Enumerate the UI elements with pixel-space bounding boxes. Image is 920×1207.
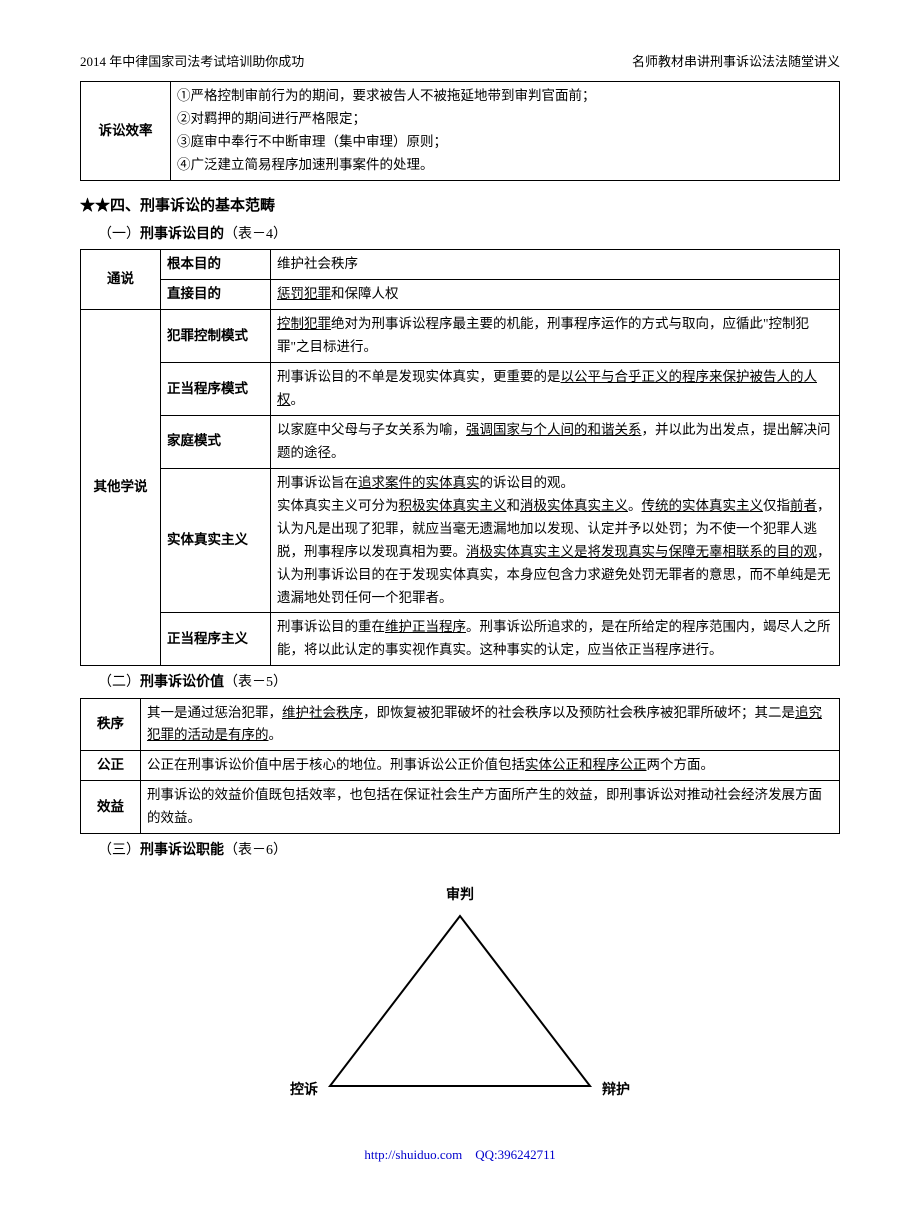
triangle-icon [310,911,610,1091]
triangle-right-label: 辩护 [602,1078,630,1103]
t5-r1-pre: 其一是通过惩治犯罪， [147,705,282,720]
t4-r2d-2u2: 消极实体真实主义 [520,498,628,513]
triangle-top-label: 审判 [446,883,474,908]
t4-r2c-col2: 家庭模式 [161,415,271,468]
t5-r2-content: 公正在刑事诉讼价值中居于核心的地位。刑事诉讼公正价值包括实体公正和程序公正两个方… [141,751,840,781]
top-line-3: ③庭审中奉行不中断审理（集中审理）原则； [177,131,833,154]
subtitle-1: （一）刑事诉讼目的（表－4） [98,222,840,247]
t4-r2d-1a: 刑事诉讼旨在 [277,475,358,490]
top-table: 诉讼效率 ①严格控制审前行为的期间，要求被告人不被拖延地带到审判官面前； ②对羁… [80,81,840,181]
subtitle-2: （二）刑事诉讼价值（表－5） [98,670,840,695]
sub3-suffix: （表－6） [224,843,287,858]
t4-r1b-mid: 和保障人权 [331,286,399,301]
t4-r2c-col3: 以家庭中父母与子女关系为喻，强调国家与个人间的和谐关系，并以此为出发点，提出解决… [271,415,840,468]
sub1-suffix: （表－4） [224,227,287,242]
page-header: 2014 年中律国家司法考试培训助你成功 名师教材串讲刑事诉讼法法随堂讲义 [80,50,840,73]
sub3-prefix: （三） [98,843,140,858]
t4-r2e-pre: 刑事诉讼目的重在 [277,619,385,634]
triangle-diagram: 审判 控诉 辩护 [310,883,610,1103]
triangle-left-label: 控诉 [290,1078,318,1103]
t5-r2-post: 两个方面。 [647,757,715,772]
t4-r2d-2u4: 前者 [790,498,817,513]
t4-r2d-line2: 实体真实主义可分为积极实体真实主义和消极实体真实主义。传统的实体真实主义仅指前者… [277,495,833,610]
page-footer: http://shuiduo.com QQ:396242711 [80,1143,840,1166]
t4-r2e-u1: 维护正当程序 [385,619,466,634]
top-line-2: ②对羁押的期间进行严格限定； [177,108,833,131]
t4-r2d-col3: 刑事诉讼旨在追求案件的实体真实的诉讼目的观。 实体真实主义可分为积极实体真实主义… [271,468,840,613]
t4-r1b-col2: 直接目的 [161,280,271,310]
t4-r2d-line1: 刑事诉讼旨在追求案件的实体真实的诉讼目的观。 [277,472,833,495]
t4-r1-label: 通说 [81,250,161,310]
footer-qq: QQ:396242711 [475,1147,555,1162]
header-right: 名师教材串讲刑事诉讼法法随堂讲义 [632,50,840,73]
t5-r2-pre: 公正在刑事诉讼价值中居于核心的地位。刑事诉讼公正价值包括 [147,757,525,772]
t5-r2-label: 公正 [81,751,141,781]
t4-r2d-2u5: 消极实体真实主义是将发现真实与保障无辜相联系的目的观 [466,544,817,559]
top-line-4: ④广泛建立简易程序加速刑事案件的处理。 [177,154,833,177]
t4-r2b-col3: 刑事诉讼目的不单是发现实体真实，更重要的是以公平与合乎正义的程序来保护被告人的人… [271,363,840,416]
t4-r2d-1b: 的诉讼目的观。 [480,475,575,490]
sub2-prefix: （二） [98,675,140,690]
top-line-1: ①严格控制审前行为的期间，要求被告人不被拖延地带到审判官面前； [177,85,833,108]
t4-r2d-2c: 。 [628,498,642,513]
t4-r1a-col2: 根本目的 [161,250,271,280]
t4-r2d-2b: 和 [507,498,521,513]
t5-r2-u1: 实体公正和程序公正 [525,757,647,772]
t4-r2d-col2: 实体真实主义 [161,468,271,613]
t5-r3-label: 效益 [81,781,141,834]
table-4: 通说 根本目的 维护社会秩序 直接目的 惩罚犯罪和保障人权 其他学说 犯罪控制模… [80,249,840,666]
header-left: 2014 年中律国家司法考试培训助你成功 [80,50,304,73]
t5-r3-content: 刑事诉讼的效益价值既包括效率，也包括在保证社会生产方面所产生的效益，即刑事诉讼对… [141,781,840,834]
footer-url: http://shuiduo.com [364,1147,462,1162]
t4-r2e-col2: 正当程序主义 [161,613,271,666]
triangle-shape [330,916,590,1086]
table-5: 秩序 其一是通过惩治犯罪，维护社会秩序，即恢复被犯罪破坏的社会秩序以及预防社会秩… [80,698,840,835]
t4-r2a-u1: 控制犯罪 [277,316,331,331]
t5-r1-label: 秩序 [81,698,141,751]
t4-r2d-2u1: 积极实体真实主义 [399,498,507,513]
top-table-label: 诉讼效率 [81,82,171,181]
sub1-bold: 刑事诉讼目的 [140,227,224,242]
sub1-prefix: （一） [98,227,140,242]
t4-r2d-2d: 仅指 [763,498,790,513]
section-4-title: ★★四、刑事诉讼的基本范畴 [80,193,840,220]
t5-r1-mid: ，即恢复被犯罪破坏的社会秩序以及预防社会秩序被犯罪所破坏；其二是 [363,705,795,720]
t4-r1b-col3: 惩罚犯罪和保障人权 [271,280,840,310]
t4-r2d-2a: 实体真实主义可分为 [277,498,399,513]
top-table-content: ①严格控制审前行为的期间，要求被告人不被拖延地带到审判官面前； ②对羁押的期间进… [171,82,840,181]
t4-r2b-col2: 正当程序模式 [161,363,271,416]
t4-r2e-col3: 刑事诉讼目的重在维护正当程序。刑事诉讼所追求的，是在所给定的程序范围内，竭尽人之… [271,613,840,666]
t4-r2b-pre: 刑事诉讼目的不单是发现实体真实，更重要的是 [277,369,561,384]
sub3-bold: 刑事诉讼职能 [140,843,224,858]
t4-r2c-pre: 以家庭中父母与子女关系为喻， [277,422,466,437]
subtitle-3: （三）刑事诉讼职能（表－6） [98,838,840,863]
t4-r2-label: 其他学说 [81,310,161,666]
t4-r1a-col3: 维护社会秩序 [271,250,840,280]
t4-r2b-post: 。 [291,392,305,407]
t4-r2a-col3: 控制犯罪绝对为刑事诉讼程序最主要的机能，刑事程序运作的方式与取向，应循此"控制犯… [271,310,840,363]
t4-r2d-1u: 追求案件的实体真实 [358,475,480,490]
t4-r2d-2u3: 传统的实体真实主义 [642,498,764,513]
sub2-bold: 刑事诉讼价值 [140,675,224,690]
t5-r1-content: 其一是通过惩治犯罪，维护社会秩序，即恢复被犯罪破坏的社会秩序以及预防社会秩序被犯… [141,698,840,751]
t5-r1-u1: 维护社会秩序 [282,705,363,720]
t4-r1b-u1: 惩罚犯罪 [277,286,331,301]
t5-r1-post: 。 [269,727,283,742]
t4-r2c-u1: 强调国家与个人间的和谐关系 [466,422,642,437]
t4-r2a-rest: 绝对为刑事诉讼程序最主要的机能，刑事程序运作的方式与取向，应循此"控制犯罪"之目… [277,316,809,354]
t4-r2a-col2: 犯罪控制模式 [161,310,271,363]
sub2-suffix: （表－5） [224,675,287,690]
